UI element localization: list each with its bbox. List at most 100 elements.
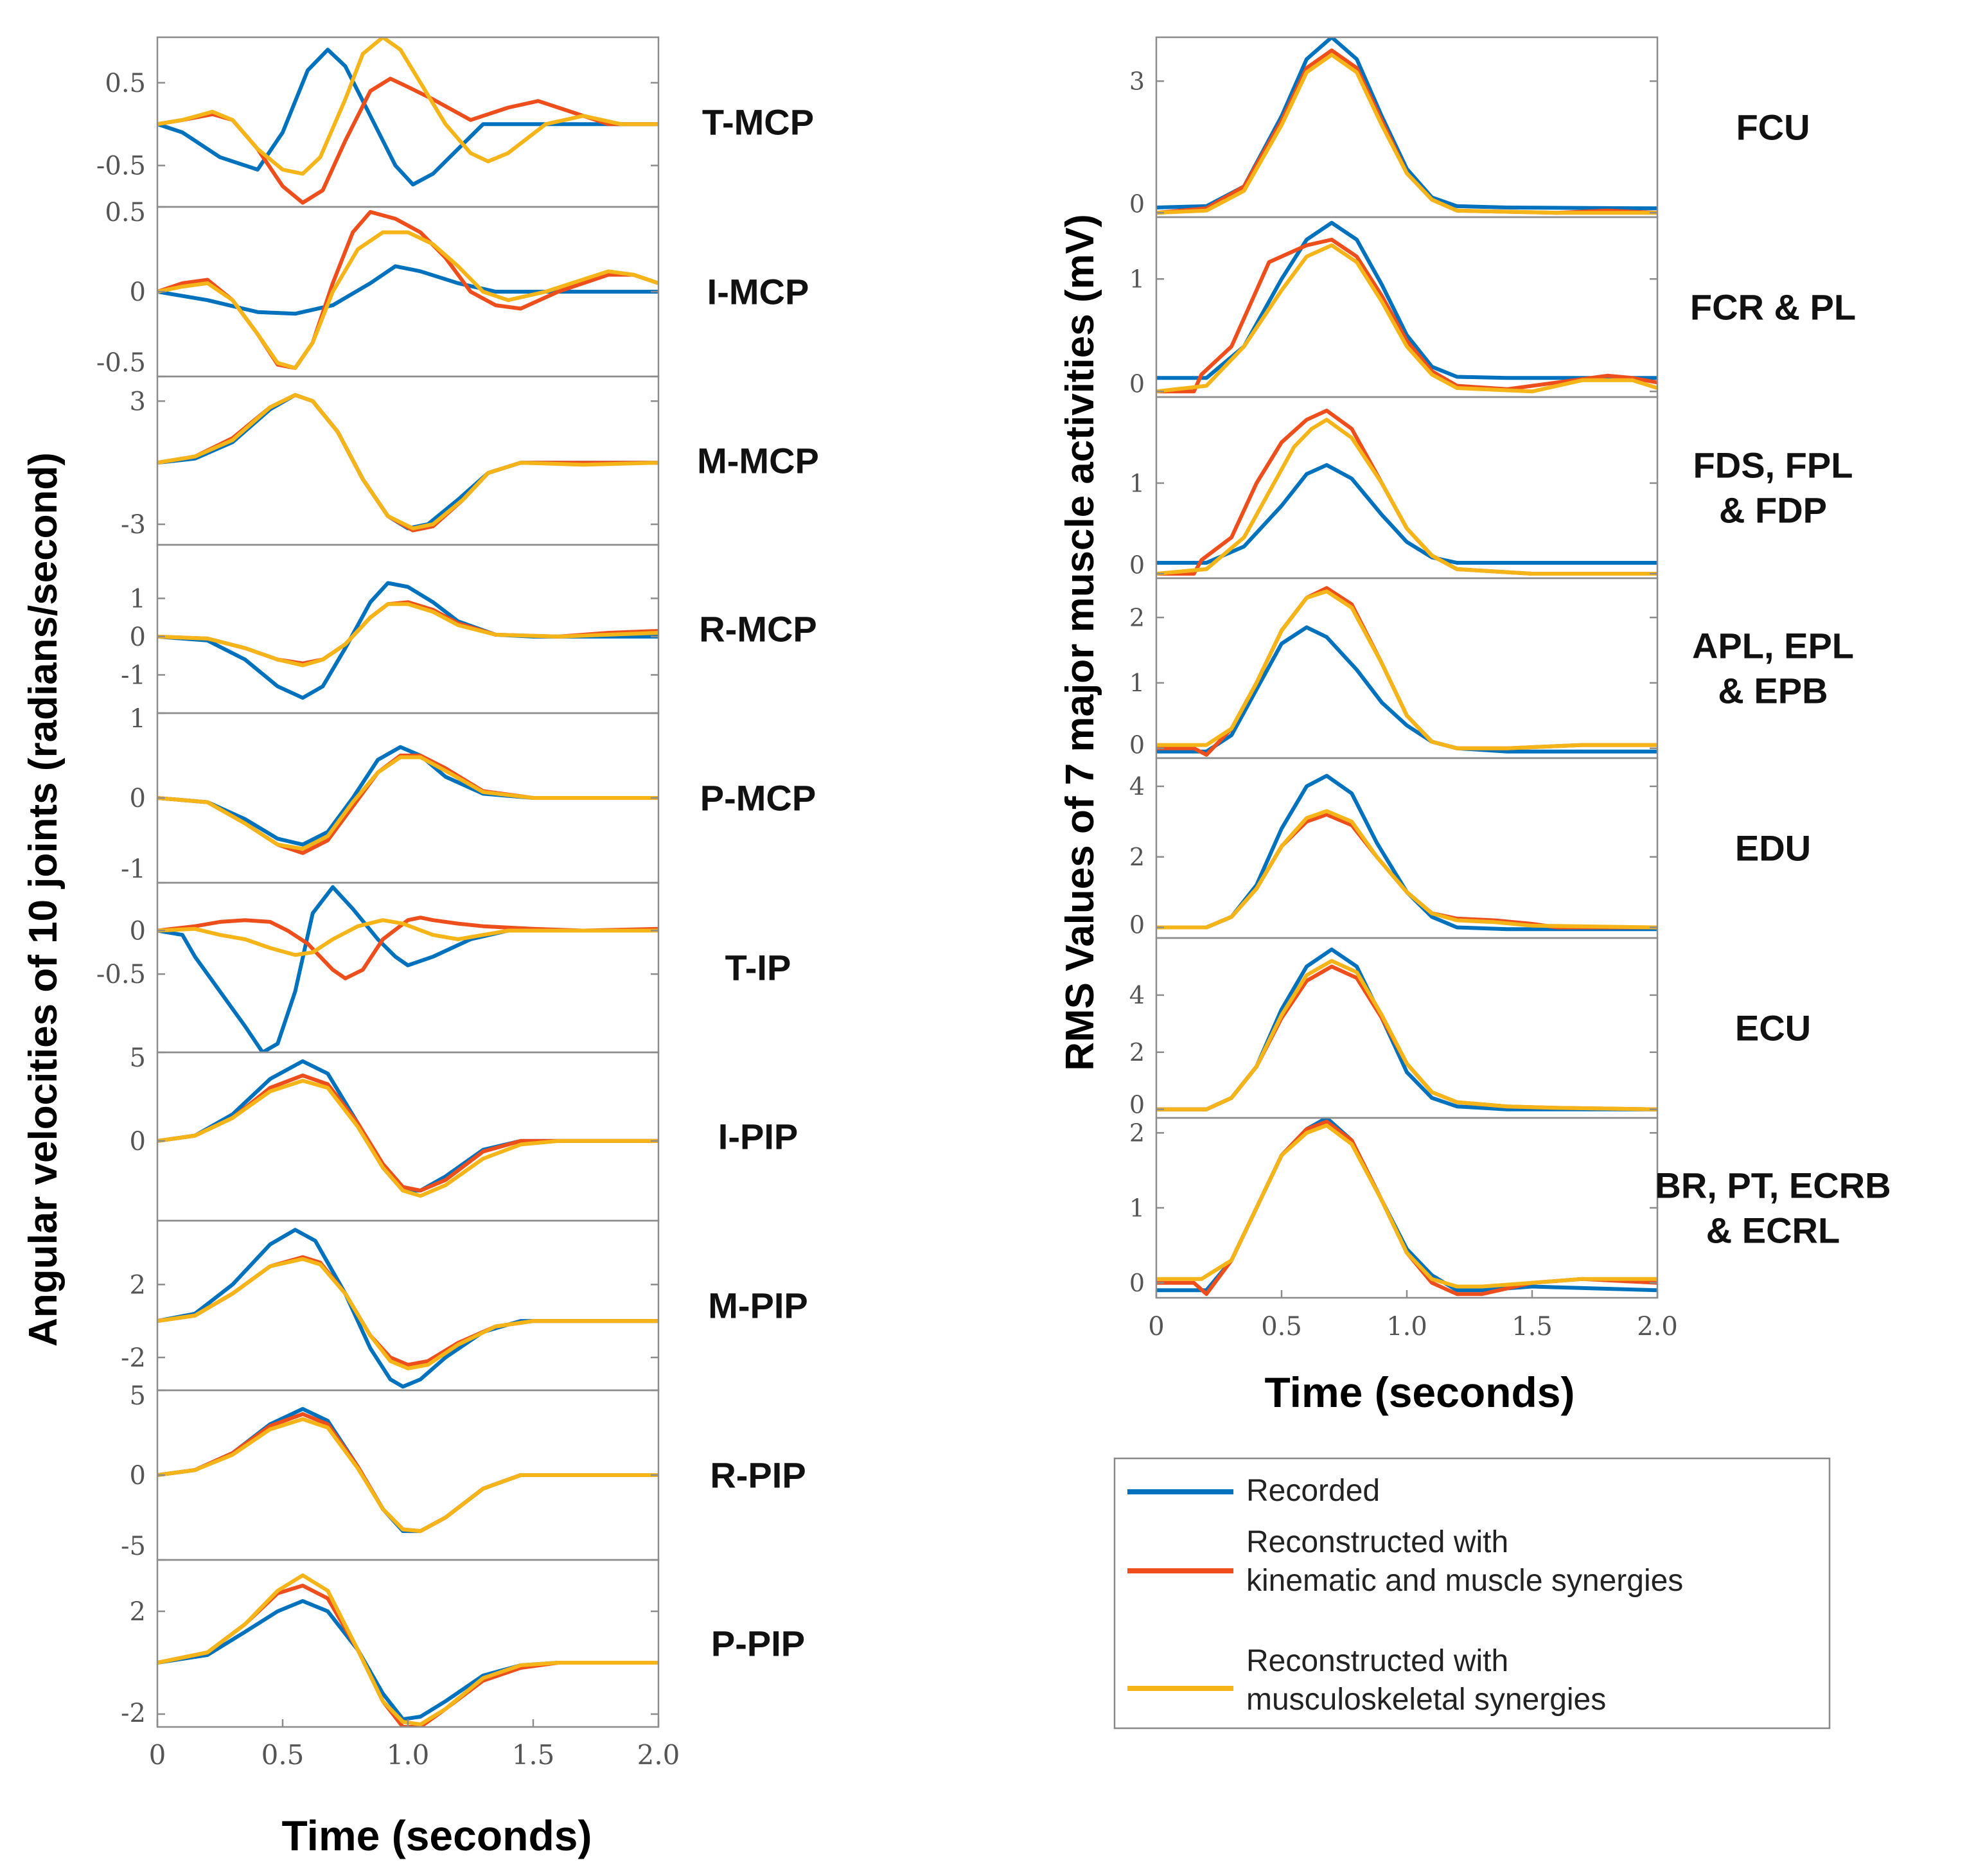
series-line-msk — [157, 230, 658, 370]
x-tick-label: 0 — [1148, 1312, 1164, 1341]
series-line-recorded — [1156, 220, 1657, 380]
panel-label: M-PIP — [708, 1286, 808, 1326]
series-line-kin-muscle — [157, 1584, 658, 1727]
y-tick-label: 1 — [1129, 669, 1145, 697]
panel-frame — [156, 1559, 660, 1728]
series-line-recorded — [157, 48, 658, 187]
y-tick-label: 2 — [1129, 843, 1145, 871]
y-tick-label: 0 — [130, 278, 146, 307]
y-tick-label: -0.5 — [96, 348, 146, 378]
y-tick-label: -1 — [121, 660, 146, 690]
panel-br-pt-ecrb-ecrl: 2 1 0 BR, PT, ECRB& ECRL — [1129, 1117, 1891, 1299]
legend-label: Recorded — [1246, 1474, 1380, 1508]
panel-ecu: 4 2 0 ECU — [1129, 937, 1811, 1119]
series-line-msk — [1156, 53, 1657, 215]
legend: Recorded Reconstructed with kinematic and … — [1113, 1457, 1831, 1730]
series-line-kin-muscle — [157, 1073, 658, 1193]
series-line-kin-muscle — [157, 393, 658, 533]
x-tick-label: 2.0 — [637, 1739, 680, 1771]
legend-entry-msk: Reconstructed with musculoskeletal synerg… — [1127, 1644, 1606, 1717]
y-tick-label: 2 — [130, 1270, 146, 1300]
series-line-msk — [157, 393, 658, 531]
y-tick-label: 0 — [1129, 910, 1145, 939]
panel-frame — [1155, 757, 1659, 939]
panel-label: & EPB — [1718, 671, 1828, 711]
panel-label: APL, EPL — [1692, 626, 1854, 666]
y-tick-label: 0 — [1129, 1090, 1145, 1119]
right-y-axis-label: RMS Values of 7 major muscle activities … — [1058, 214, 1102, 1070]
panel-i-mcp: 0.5 0 -0.5 I-MCP — [96, 198, 809, 378]
y-tick-label: 3 — [1129, 67, 1145, 96]
y-tick-label: 0.5 — [105, 198, 146, 227]
muscle-activity-chart: 3 0 FCU 1 0 FCR & PL 1 0 FDS, FPL& FDP 2 1 0 APL, EP… — [1129, 36, 1891, 1341]
joint-velocity-chart: 0.5 -0.5 T-MCP 0.5 0 -0.5 I-MCP 3 -3 M-MCP 0 -1 1 R-M… — [96, 36, 819, 1771]
y-tick-label: 1 — [130, 704, 146, 734]
y-tick-label: 1 — [130, 584, 146, 614]
y-tick-label: 4 — [1129, 772, 1145, 801]
y-tick-label: -0.5 — [96, 152, 146, 181]
y-tick-label: 0 — [130, 1461, 146, 1491]
panel-t-ip: 0 -0.5 T-IP — [96, 881, 791, 1054]
panel-label: P-PIP — [711, 1624, 805, 1664]
panel-m-pip: 2 -2 M-PIP — [121, 1219, 808, 1392]
y-tick-label: 0 — [130, 916, 146, 946]
series-line-recorded — [1156, 947, 1657, 1111]
series-line-kin-muscle — [157, 916, 658, 980]
y-tick-label: 2 — [130, 1597, 146, 1627]
series-line-msk — [1156, 243, 1657, 394]
left-x-axis-label: Time (seconds) — [282, 1812, 592, 1859]
series-line-recorded — [1156, 774, 1657, 932]
series-line-msk — [1156, 418, 1657, 576]
panel-t-mcp: 0.5 -0.5 T-MCP — [96, 36, 814, 208]
y-tick-label: -3 — [121, 510, 146, 540]
series-line-kin-muscle — [1156, 812, 1657, 930]
left-y-axis-label: Angular velocities of 10 joints (radians… — [21, 452, 66, 1347]
x-tick-label: 2.0 — [1637, 1312, 1678, 1341]
series-line-msk — [157, 37, 658, 176]
y-tick-label: 0 — [1129, 369, 1145, 398]
panel-edu: 4 2 0 EDU — [1129, 757, 1811, 939]
y-tick-label: -5 — [121, 1532, 146, 1561]
panel-m-mcp: 3 -3 M-MCP — [121, 375, 819, 546]
panel-p-mcp: 1 0 -1 P-MCP — [121, 704, 816, 884]
panel-label: FCU — [1736, 107, 1810, 148]
panel-label: & ECRL — [1706, 1210, 1840, 1251]
series-line-kin-muscle — [157, 754, 658, 855]
panel-label: I-PIP — [718, 1117, 798, 1157]
x-tick-label: 0.5 — [1261, 1312, 1302, 1341]
panel-fds-fpl-fdp: 1 0 FDS, FPL& FDP — [1129, 396, 1853, 579]
y-tick-label: 0 — [130, 784, 146, 813]
series-line-recorded — [157, 264, 658, 316]
series-line-recorded — [157, 885, 658, 1052]
legend-label: kinematic and muscle synergies — [1246, 1564, 1683, 1598]
y-tick-label: 2 — [1129, 1119, 1145, 1147]
series-line-kin-muscle — [157, 1255, 658, 1367]
panel-label: EDU — [1735, 828, 1811, 869]
series-line-recorded — [157, 745, 658, 847]
panel-frame — [1155, 1117, 1659, 1299]
series-line-msk — [1156, 809, 1657, 930]
series-line-recorded — [1156, 625, 1657, 754]
panel-label: BR, PT, ECRB — [1655, 1165, 1891, 1206]
series-line-recorded — [157, 1059, 658, 1193]
panel-label: R-MCP — [699, 609, 817, 650]
panel-label: & FDP — [1719, 490, 1827, 531]
series-line-kin-muscle — [1156, 238, 1657, 394]
y-tick-label: -1 — [121, 854, 146, 884]
y-tick-label: 4 — [1129, 981, 1145, 1009]
panel-label: R-PIP — [710, 1455, 806, 1496]
panel-fcr-pl: 1 0 FCR & PL — [1129, 216, 1856, 398]
series-line-msk — [157, 602, 658, 668]
series-line-msk — [157, 755, 658, 851]
y-tick-label: 0 — [130, 1127, 146, 1156]
y-tick-label: 0 — [130, 623, 146, 652]
legend-box — [1113, 1457, 1831, 1730]
series-line-kin-muscle — [1156, 1119, 1657, 1296]
series-line-kin-muscle — [1156, 964, 1657, 1111]
panel-label: FCR & PL — [1690, 287, 1856, 328]
x-tick-label: 1.0 — [387, 1739, 430, 1771]
y-tick-label: 1 — [1129, 1194, 1145, 1222]
panel-label: P-MCP — [700, 778, 816, 819]
x-tick-label: 1.5 — [512, 1739, 555, 1771]
